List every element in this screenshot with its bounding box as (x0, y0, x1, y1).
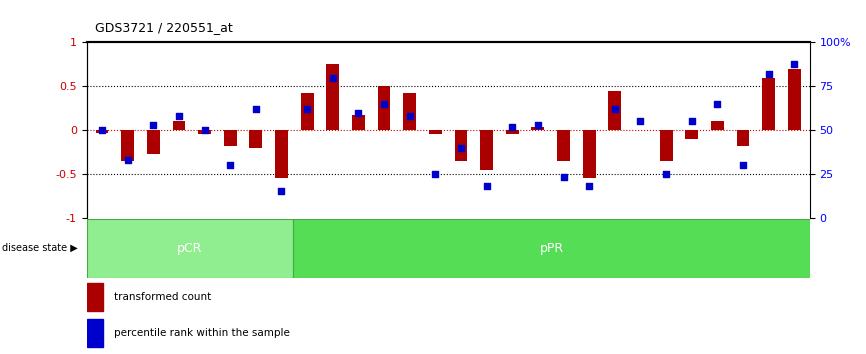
Bar (198, 130, 211, 135)
Point (582, 183, 596, 189)
Bar (609, 91, 621, 130)
Point (531, 122, 545, 128)
Bar (429, 130, 442, 135)
Text: disease state ▶: disease state ▶ (2, 243, 77, 253)
Text: pCR: pCR (178, 242, 203, 255)
Bar (660, 130, 673, 161)
Bar (352, 115, 365, 130)
Text: percentile rank within the sample: percentile rank within the sample (114, 328, 290, 338)
Bar (249, 130, 262, 148)
Point (480, 183, 494, 189)
Point (223, 162, 237, 168)
Point (454, 145, 468, 150)
Point (301, 106, 314, 112)
Text: pPR: pPR (540, 242, 564, 255)
Point (249, 106, 262, 112)
Point (710, 101, 724, 107)
Bar (378, 86, 391, 130)
Bar (87, 319, 102, 347)
Bar (685, 130, 698, 139)
Point (557, 175, 571, 180)
Point (685, 119, 699, 124)
Bar (532, 127, 545, 130)
Text: GDS3721 / 220551_at: GDS3721 / 220551_at (95, 21, 233, 34)
Point (736, 162, 750, 168)
Text: transformed count: transformed count (114, 292, 211, 302)
Point (403, 113, 417, 119)
Point (634, 119, 648, 124)
Point (120, 157, 134, 163)
Point (352, 110, 365, 115)
Bar (172, 121, 185, 130)
Bar (788, 69, 801, 130)
Point (95, 127, 109, 133)
Bar (223, 130, 236, 146)
Bar (326, 64, 339, 130)
Point (172, 113, 186, 119)
Point (146, 122, 160, 128)
Bar (275, 130, 288, 178)
FancyBboxPatch shape (87, 219, 294, 278)
Bar (506, 130, 519, 133)
Point (787, 61, 801, 66)
Point (326, 75, 339, 80)
Point (659, 171, 673, 177)
Bar (147, 130, 159, 154)
Bar (301, 93, 313, 130)
Point (429, 171, 443, 177)
Bar (95, 130, 108, 133)
Bar (737, 130, 749, 146)
Bar (87, 283, 102, 310)
Bar (762, 78, 775, 130)
Bar (481, 130, 493, 170)
FancyBboxPatch shape (294, 219, 810, 278)
Bar (121, 130, 134, 161)
Bar (711, 121, 724, 130)
Point (275, 189, 288, 194)
Point (377, 101, 391, 107)
Bar (404, 93, 416, 130)
Point (762, 71, 776, 77)
Bar (455, 130, 468, 161)
Bar (583, 130, 596, 178)
Point (506, 124, 520, 130)
Bar (557, 130, 570, 161)
Point (608, 106, 622, 112)
Point (197, 127, 211, 133)
